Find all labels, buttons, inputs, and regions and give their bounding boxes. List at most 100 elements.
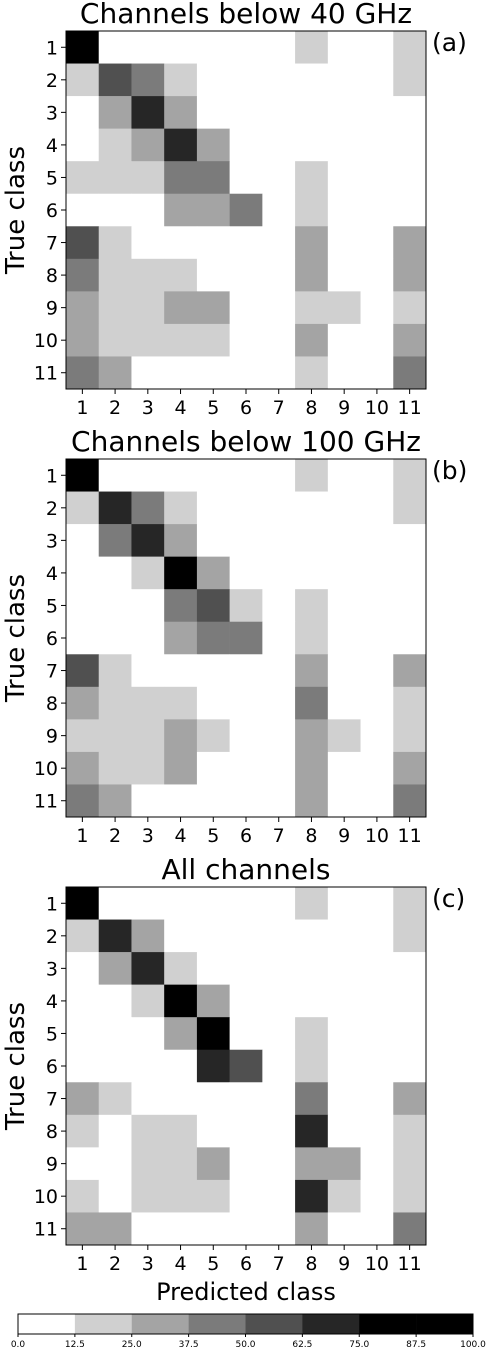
chart2-cell-r2-c11 [393,491,427,525]
chart1-xtick-6: 6 [240,397,252,419]
chart3-cell-r9-c8 [295,1147,329,1181]
chart1-cell-r9-c3 [131,291,165,325]
chart1-cell-r9-c4 [164,291,198,325]
chart3-cell-r11-c4 [164,1212,198,1246]
chart3-ytick-4: 4 [46,991,58,1013]
chart2-cell-r3-c9 [327,524,361,557]
chart1-cell-r7-c9 [327,226,361,260]
chart2-cell-r3-c5 [196,524,230,557]
chart3-cell-r7-c8 [295,1082,329,1116]
chart1-cell-r8-c7 [262,258,296,292]
chart2-cell-r8-c7 [262,686,296,720]
chart1-cell-r2-c7 [262,63,296,97]
chart1-title: Channels below 40 GHz [80,0,412,30]
chart1-ytick-10: 10 [34,330,58,352]
chart3-cell-r9-c9 [327,1147,361,1181]
chart1-ytick-3: 3 [46,102,58,124]
chart1-cell-r4-c6 [229,128,263,162]
chart2-cell-r3-c8 [295,524,329,557]
chart1-cell-r4-c7 [262,128,296,162]
chart1-cell-r7-c10 [360,226,394,260]
chart3-cell-r3-c5 [196,952,230,985]
chart1-cell-r8-c8 [295,258,329,292]
chart2-cell-r8-c5 [196,686,230,720]
chart3-ytick-2: 2 [46,926,58,948]
chart3-cell-r7-c7 [262,1082,296,1116]
chart1-cell-r8-c1 [66,258,100,292]
chart3-cell-r8-c7 [262,1114,296,1148]
chart1-cell-r7-c1 [66,226,100,260]
chart1-cell-r9-c8 [295,291,329,325]
chart2-cell-r3-c11 [393,524,427,557]
chart2-cell-r8-c9 [327,686,361,720]
colorbar-segment-8 [416,1314,474,1334]
chart3-cell-r5-c6 [229,1017,263,1051]
chart1-cell-r1-c8 [295,31,329,64]
chart2-cell-r7-c5 [196,654,230,688]
chart2-cell-r6-c8 [295,621,329,655]
chart2-cell-r6-c7 [262,621,296,655]
chart2-cell-r1-c9 [327,459,361,492]
chart2-cell-r5-c3 [131,589,165,623]
chart1-cell-r9-c11 [393,291,427,325]
chart2-cell-r9-c3 [131,719,165,753]
colorbar-tick-5: 50.0 [235,1340,255,1350]
chart2-cell-r1-c1 [66,459,100,492]
chart2-cell-r6-c3 [131,621,165,655]
chart3-cell-r4-c6 [229,984,263,1018]
chart1-cell-r4-c2 [98,128,132,162]
chart2-cell-r1-c5 [196,459,230,492]
chart2-cell-r3-c7 [262,524,296,557]
chart3-cell-r7-c3 [131,1082,165,1116]
chart2-cell-r3-c4 [164,524,198,557]
chart1-cell-r5-c3 [131,161,165,195]
chart1-cell-r4-c9 [327,128,361,162]
chart1-cell-r11-c4 [164,356,198,390]
chart3-cell-r2-c6 [229,919,263,953]
chart3-xlabel: Predicted class [156,1278,336,1306]
chart3-cell-r10-c5 [196,1179,230,1213]
chart1-cell-r11-c8 [295,356,329,390]
chart3-cell-r2-c2 [98,919,132,953]
chart3-ytick-10: 10 [34,1186,58,1208]
chart3-cell-r1-c8 [295,887,329,920]
chart1-cell-r3-c1 [66,96,100,129]
chart3-cell-r1-c6 [229,887,263,920]
chart2-cell-r8-c10 [360,686,394,720]
chart2-ytick-3: 3 [46,530,58,552]
chart2-cell-r10-c5 [196,751,230,785]
chart2-cell-r11-c3 [131,784,165,818]
chart3-cell-r2-c10 [360,919,394,953]
chart1-xtick-3: 3 [142,397,154,419]
chart1-cell-r11-c9 [327,356,361,390]
colorbar-tick-2: 12.5 [65,1340,85,1350]
chart3-cell-r4-c2 [98,984,132,1018]
chart3-cell-r11-c7 [262,1212,296,1246]
chart1-cell-r5-c1 [66,161,100,195]
chart2-cell-r10-c3 [131,751,165,785]
chart3-xtick-5: 5 [207,1253,219,1275]
chart2-cell-r8-c8 [295,686,329,720]
chart2-xtick-8: 8 [305,825,317,847]
chart3-cell-r4-c11 [393,984,427,1018]
chart3-cell-r3-c4 [164,952,198,985]
chart3-cell-r1-c11 [393,887,427,920]
chart3-cell-r11-c1 [66,1212,100,1246]
chart1-cell-r7-c11 [393,226,427,260]
chart2-cell-r10-c8 [295,751,329,785]
chart2-cell-r3-c1 [66,524,100,557]
chart1-cell-r4-c10 [360,128,394,162]
chart3-cell-r2-c4 [164,919,198,953]
chart1-cell-r8-c2 [98,258,132,292]
chart3-title: All channels [162,853,331,886]
chart1-cell-r5-c2 [98,161,132,195]
chart1-cell-r3-c5 [196,96,230,129]
chart3-cell-r11-c5 [196,1212,230,1246]
chart2-cell-r4-c4 [164,556,198,590]
chart3-cell-r6-c2 [98,1049,132,1083]
chart3-cell-r9-c11 [393,1147,427,1181]
chart1-cell-r5-c7 [262,161,296,195]
chart3-cell-r10-c11 [393,1179,427,1213]
chart1-ytick-8: 8 [46,265,58,287]
chart1-cell-r2-c2 [98,63,132,97]
